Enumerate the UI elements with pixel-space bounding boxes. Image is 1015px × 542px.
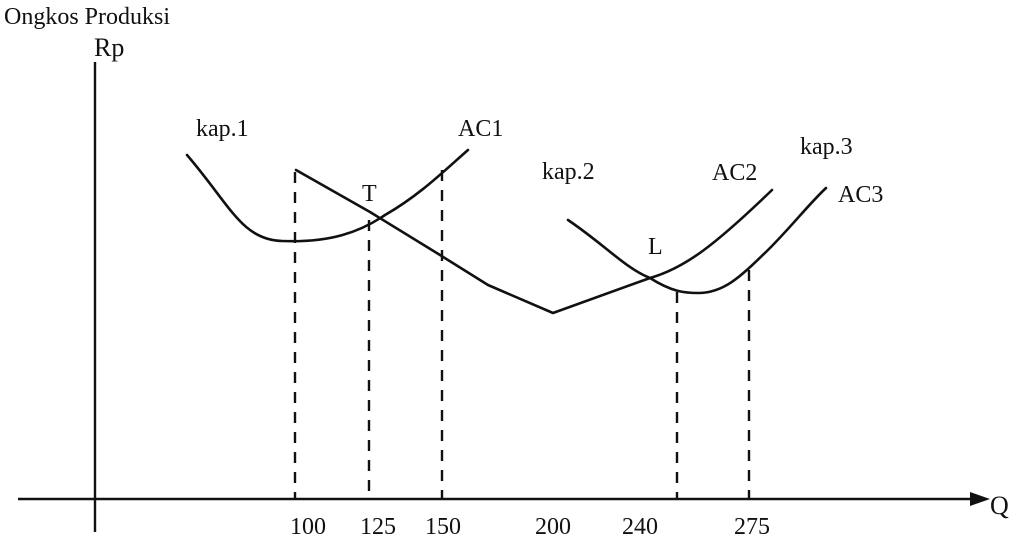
ac2-label: AC2 <box>712 160 757 186</box>
long-run-cost-line <box>294 168 652 315</box>
kap1-label: kap.1 <box>196 116 249 142</box>
ac2-curve <box>566 188 774 280</box>
x-tick-125: 125 <box>360 514 396 540</box>
ac1-curve <box>185 148 470 243</box>
x-tick-200: 200 <box>535 514 571 540</box>
x-axis-label: Q <box>990 491 1009 520</box>
point-l-label: L <box>648 234 663 260</box>
x-tick-240: 240 <box>622 514 658 540</box>
x-axis-arrowhead <box>970 492 990 506</box>
ac1-label: AC1 <box>458 116 503 142</box>
point-t-label: T <box>362 181 377 207</box>
x-tick-100: 100 <box>290 514 326 540</box>
kap3-label: kap.3 <box>800 134 853 160</box>
y-axis-label: Rp <box>94 33 124 62</box>
ac3-label: AC3 <box>838 182 883 208</box>
diagram-title: Ongkos Produksi <box>4 4 170 30</box>
x-tick-150: 150 <box>425 514 461 540</box>
ac3-curve <box>648 186 828 295</box>
kap2-label: kap.2 <box>542 159 595 185</box>
x-tick-275: 275 <box>734 514 770 540</box>
